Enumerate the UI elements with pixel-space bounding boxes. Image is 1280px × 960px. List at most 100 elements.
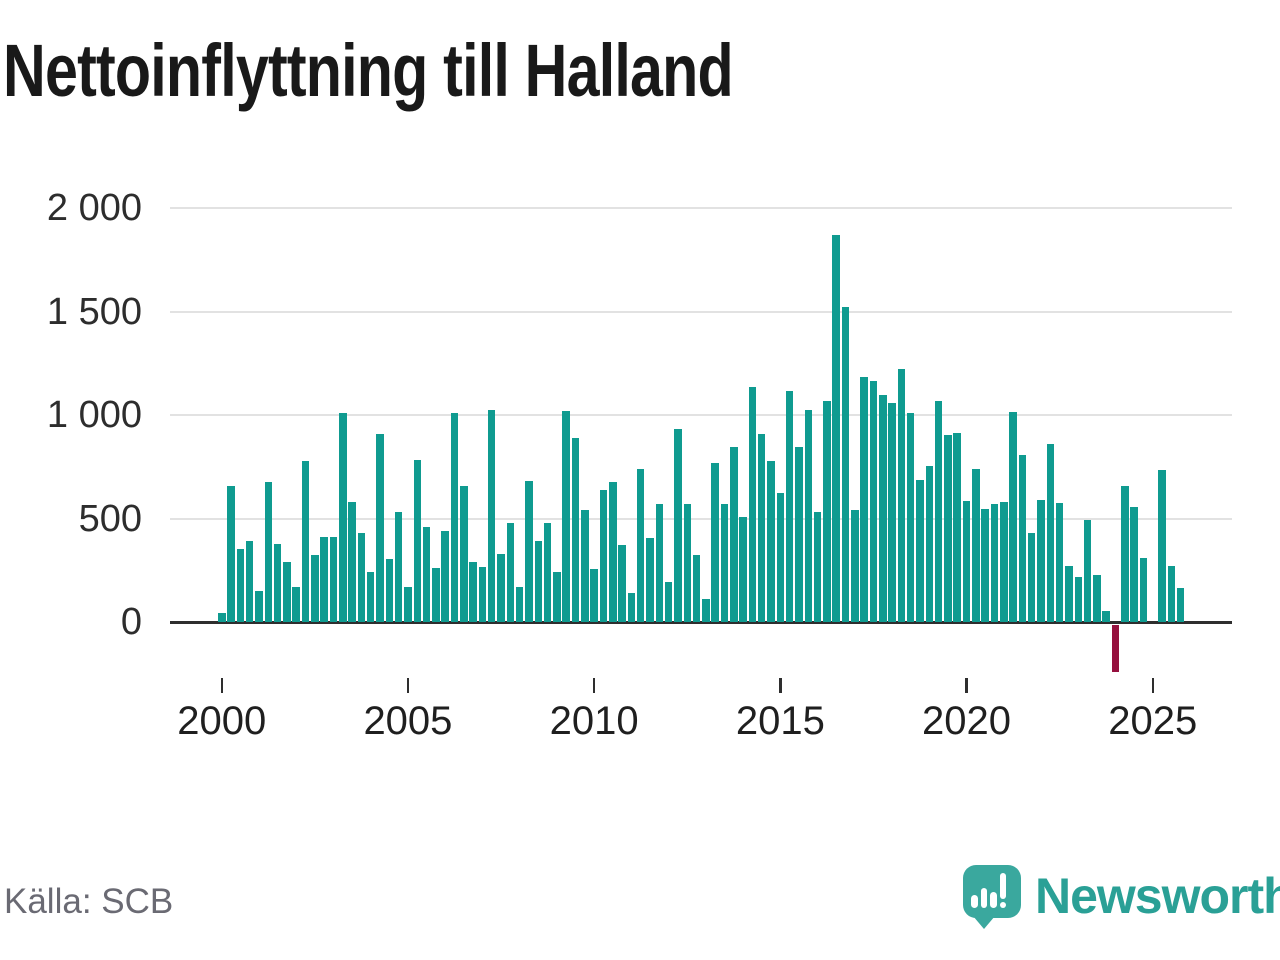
logo-bar-icon [971,895,978,908]
bar [1176,587,1185,622]
x-axis-tick [220,678,223,693]
bar [795,447,803,622]
bar [450,412,459,622]
y-axis-tick-label: 500 [78,497,142,540]
bar [1083,519,1092,622]
bar [655,504,664,622]
bar [404,586,412,622]
bar [692,554,701,622]
logo-exclamation-dot-icon [999,901,1006,908]
bar [339,412,347,622]
bar [925,465,934,622]
bar [487,409,496,622]
bar [441,530,449,622]
bar [376,433,384,622]
x-axis-tick-label: 2020 [922,699,1012,743]
bar [1065,566,1073,622]
logo-bar-icon [980,888,987,908]
gridline [170,517,1232,520]
bar [990,504,999,622]
bar [1046,443,1055,622]
bar [1139,557,1148,622]
bar [730,447,738,622]
bar [413,459,421,622]
bar [897,369,906,622]
bar [311,554,319,622]
bar [255,590,263,622]
bar [283,561,291,622]
y-axis: 0 500 1 000 1 500 2 000 [0,187,142,665]
bar [245,541,254,622]
bar [720,504,729,622]
x-axis-tick-label: 2015 [735,699,825,743]
bar [515,586,524,622]
gridline [170,310,1232,313]
bar [869,380,878,622]
bar [702,599,710,622]
bar [823,400,831,622]
bar [264,482,273,622]
bar [1111,624,1120,673]
bar [934,400,943,622]
bar [785,391,794,622]
bar [879,395,887,622]
bar [292,586,300,622]
logo-bar-icon [990,892,997,908]
bar [916,480,924,622]
x-axis-tick [1151,678,1154,693]
bar [776,492,785,622]
bar [599,489,608,622]
bar [525,481,533,622]
bar [711,462,719,622]
bar [432,568,440,622]
bar [506,522,515,622]
bar [860,376,868,622]
bar [981,509,989,622]
bar [627,593,636,622]
bar [1102,610,1110,622]
bar [1018,455,1027,622]
bar [767,460,775,622]
bar [683,504,691,622]
bar [888,402,896,622]
y-axis-tick-label: 1 500 [46,290,142,333]
bar [1055,502,1064,622]
x-axis-tick-label: 2025 [1108,699,1198,743]
bar [571,437,580,622]
bar [841,307,850,622]
bar [273,544,282,622]
bar [469,561,477,622]
bar [348,501,356,622]
bar [1158,469,1166,622]
bar [674,429,682,622]
bar [497,553,505,622]
bar [664,581,673,622]
bar [422,526,431,622]
bar [1027,532,1036,622]
bar [609,482,617,622]
bar [1093,575,1101,622]
bar [366,572,375,622]
chart-title: Nettoinflyttning till Halland [3,29,734,112]
logo-exclamation-icon [999,873,1006,899]
bar [562,410,570,622]
x-axis-tick-label: 2000 [177,699,267,743]
x-axis-tick [779,678,782,693]
bar [972,468,980,622]
bar [385,558,394,622]
bar [460,486,468,622]
bar [1009,411,1017,622]
y-axis-tick-label: 0 [120,601,142,643]
y-axis-tick-label: 2 000 [46,187,142,229]
bar [804,409,813,622]
bar [357,532,366,622]
x-axis-tick [965,678,968,693]
bar [553,572,561,622]
x-axis-tick-label: 2005 [363,699,453,743]
source-label: Källa: SCB [4,882,174,921]
x-axis-tick [592,678,596,693]
bar [944,434,952,622]
bar [1121,486,1129,622]
bar [636,468,645,622]
bar [227,486,235,622]
